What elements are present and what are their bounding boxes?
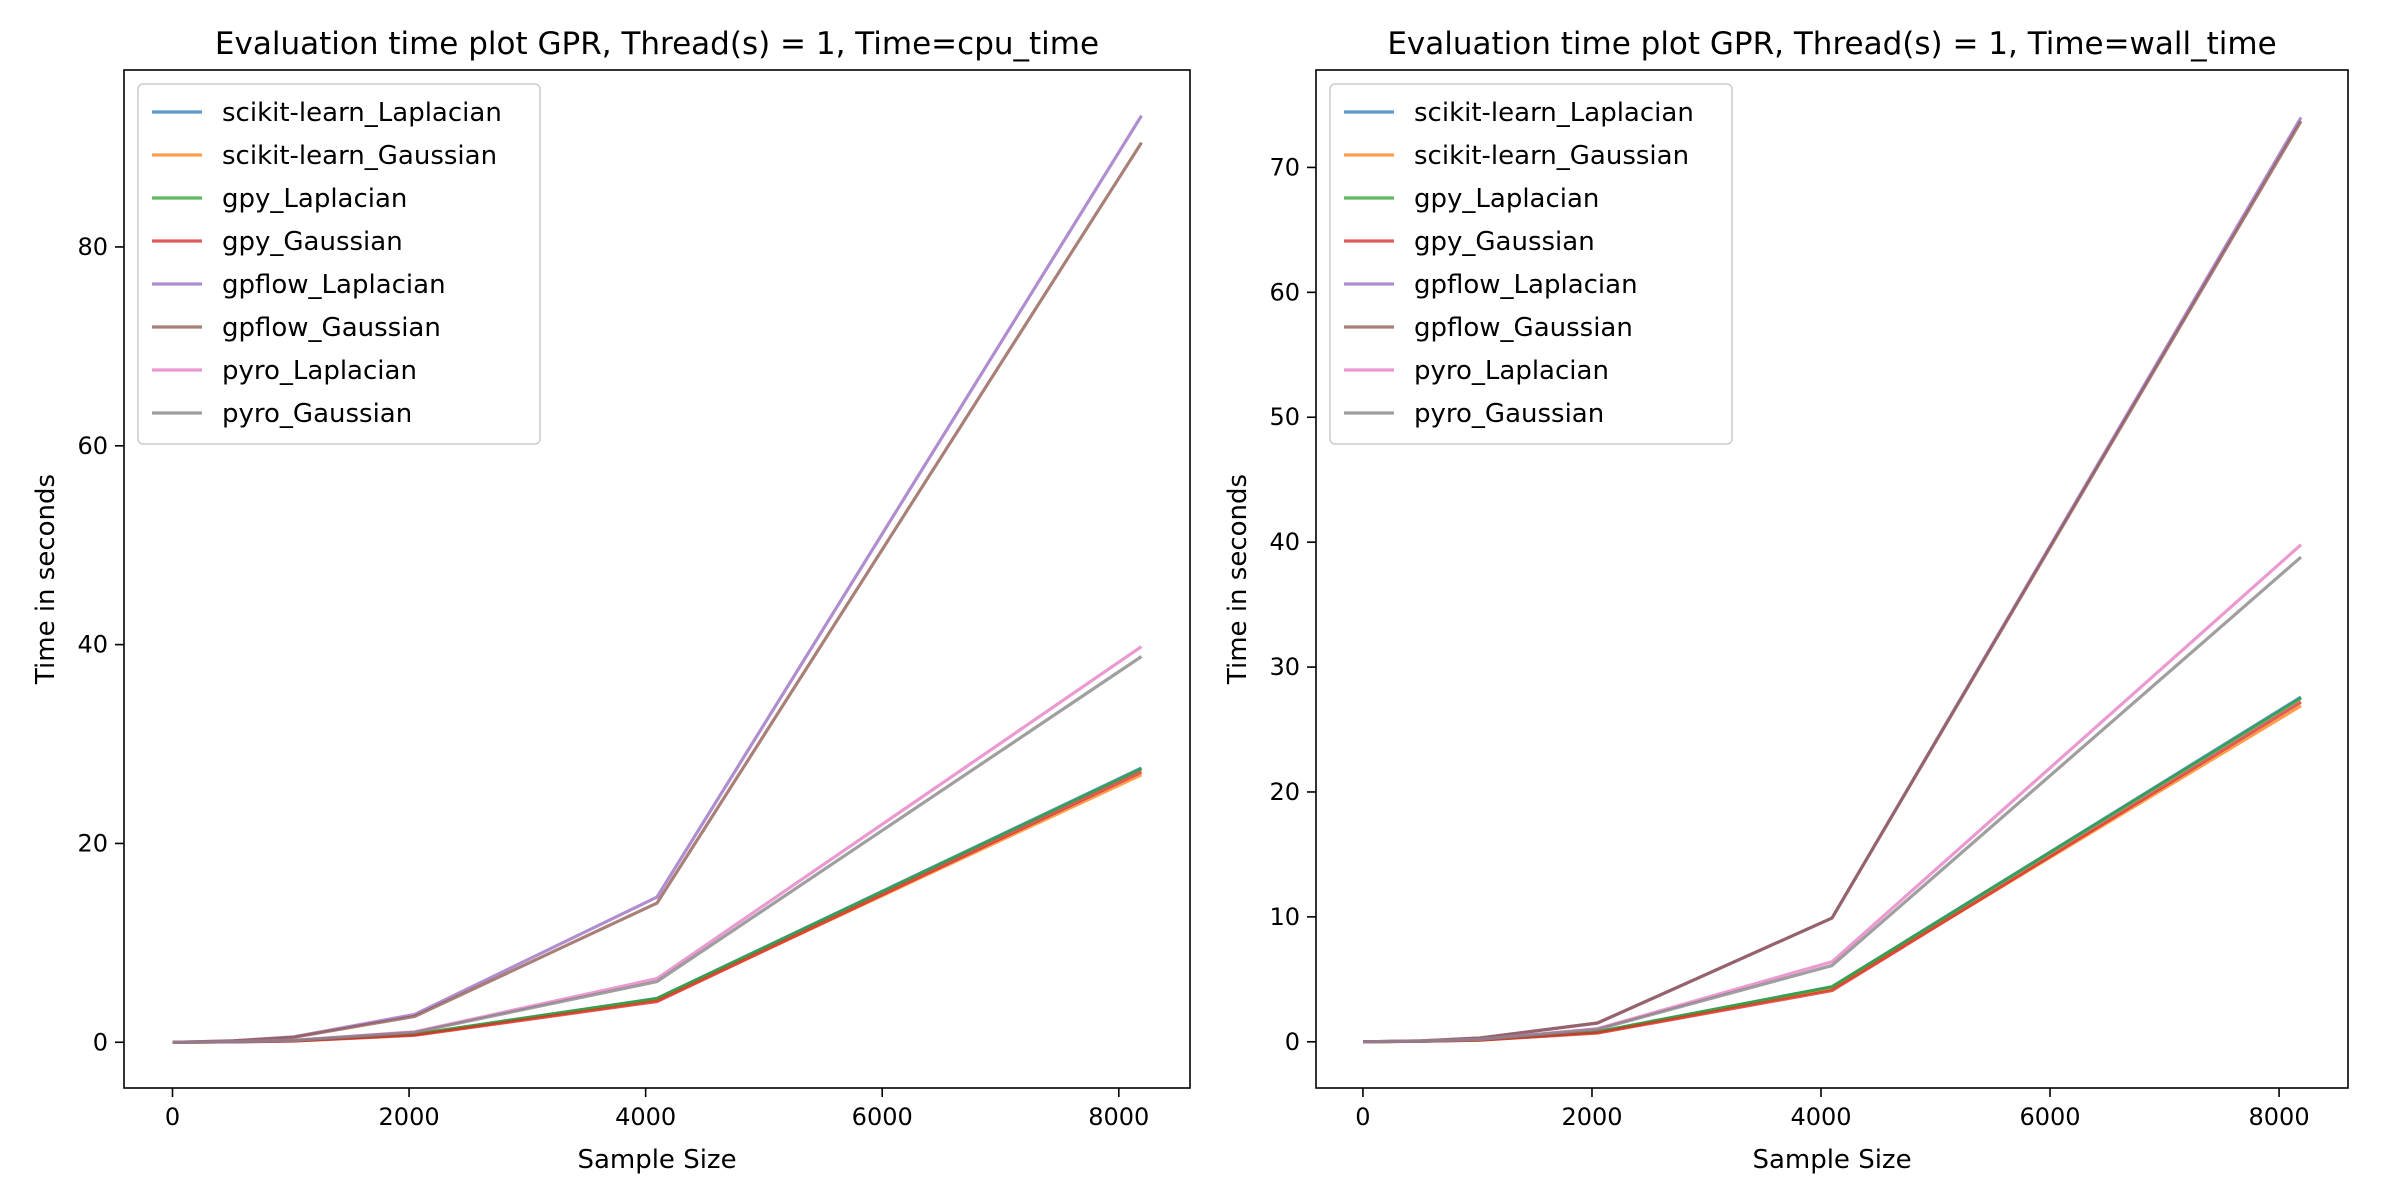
y-axis-label: Time in seconds bbox=[31, 474, 61, 685]
legend-label-gpflow_Gaussian: gpflow_Gaussian bbox=[222, 313, 441, 343]
legend-label-scikit-learn_Gaussian: scikit-learn_Gaussian bbox=[222, 141, 497, 171]
series-line-pyro_Gaussian bbox=[1363, 555, 2303, 1044]
legend-label-scikit-learn_Laplacian: scikit-learn_Laplacian bbox=[222, 98, 502, 128]
y-tick-label: 0 bbox=[1285, 1028, 1300, 1056]
x-tick-label: 6000 bbox=[852, 1103, 913, 1131]
y-tick-label: 10 bbox=[1269, 903, 1300, 931]
legend-label-pyro_Laplacian: pyro_Laplacian bbox=[1414, 356, 1609, 386]
y-tick-label: 20 bbox=[1269, 778, 1300, 806]
y-tick-label: 80 bbox=[77, 233, 108, 261]
y-tick-label: 40 bbox=[77, 631, 108, 659]
legend-label-scikit-learn_Laplacian: scikit-learn_Laplacian bbox=[1414, 98, 1694, 128]
plot-frame bbox=[123, 69, 1191, 1089]
chart-panel-1: 0 2000 4000 6000 8000 0 20 40 60 80 Evaluation tim… bbox=[31, 26, 1191, 1175]
legend-label-gpy_Laplacian: gpy_Laplacian bbox=[222, 184, 407, 214]
y-tick-label: 60 bbox=[77, 432, 108, 460]
y-tick-label: 0 bbox=[93, 1028, 108, 1056]
legend-label-gpflow_Gaussian: gpflow_Gaussian bbox=[1414, 313, 1633, 343]
legend-label-gpy_Gaussian: gpy_Gaussian bbox=[1414, 227, 1595, 257]
x-tick-label: 6000 bbox=[2019, 1103, 2080, 1131]
x-tick-label: 8000 bbox=[2249, 1103, 2310, 1131]
x-tick-label: 4000 bbox=[615, 1103, 676, 1131]
x-axis-label: Sample Size bbox=[577, 1145, 736, 1175]
legend-label-gpy_Laplacian: gpy_Laplacian bbox=[1414, 184, 1599, 214]
legend: scikit-learn_Laplacian scikit-learn_Gauss… bbox=[137, 83, 541, 445]
series-lines bbox=[172, 114, 1143, 1044]
y-tick-label: 70 bbox=[1269, 153, 1300, 181]
y-tick-label: 50 bbox=[1269, 403, 1300, 431]
y-tick-label: 40 bbox=[1269, 528, 1300, 556]
chart-panel-2: 0 2000 4000 6000 8000 0 10 20 30 40 50 60 70 Evaluati… bbox=[1223, 26, 2349, 1175]
legend-label-pyro_Gaussian: pyro_Gaussian bbox=[222, 399, 412, 429]
x-tick-label: 2000 bbox=[379, 1103, 440, 1131]
y-tick-label: 60 bbox=[1269, 278, 1300, 306]
legend-label-scikit-learn_Gaussian: scikit-learn_Gaussian bbox=[1414, 141, 1689, 171]
series-lines bbox=[1363, 116, 2303, 1044]
legend-label-pyro_Gaussian: pyro_Gaussian bbox=[1414, 399, 1604, 429]
chart-title: Evaluation time plot GPR, Thread(s) = 1,… bbox=[1387, 26, 2276, 62]
x-tick-label: 8000 bbox=[1088, 1103, 1149, 1131]
y-tick-label: 20 bbox=[77, 829, 108, 857]
x-axis-label: Sample Size bbox=[1752, 1145, 1911, 1175]
legend-box bbox=[1329, 83, 1733, 445]
chart-title: Evaluation time plot GPR, Thread(s) = 1,… bbox=[215, 26, 1099, 62]
legend-label-gpy_Gaussian: gpy_Gaussian bbox=[222, 227, 403, 257]
x-tick-label: 2000 bbox=[1561, 1103, 1622, 1131]
y-tick-label: 30 bbox=[1269, 653, 1300, 681]
legend-label-gpflow_Laplacian: gpflow_Laplacian bbox=[222, 270, 446, 300]
x-tick-label: 0 bbox=[165, 1103, 180, 1131]
legend-box bbox=[137, 83, 541, 445]
legend: scikit-learn_Laplacian scikit-learn_Gauss… bbox=[1329, 83, 1733, 445]
series-line-pyro_Gaussian bbox=[172, 655, 1143, 1044]
y-axis-label: Time in seconds bbox=[1223, 474, 1253, 685]
legend-label-pyro_Laplacian: pyro_Laplacian bbox=[222, 356, 417, 386]
legend-label-gpflow_Laplacian: gpflow_Laplacian bbox=[1414, 270, 1638, 300]
plot-frame bbox=[1315, 69, 2349, 1089]
x-tick-label: 0 bbox=[1355, 1103, 1370, 1131]
x-tick-label: 4000 bbox=[1790, 1103, 1851, 1131]
